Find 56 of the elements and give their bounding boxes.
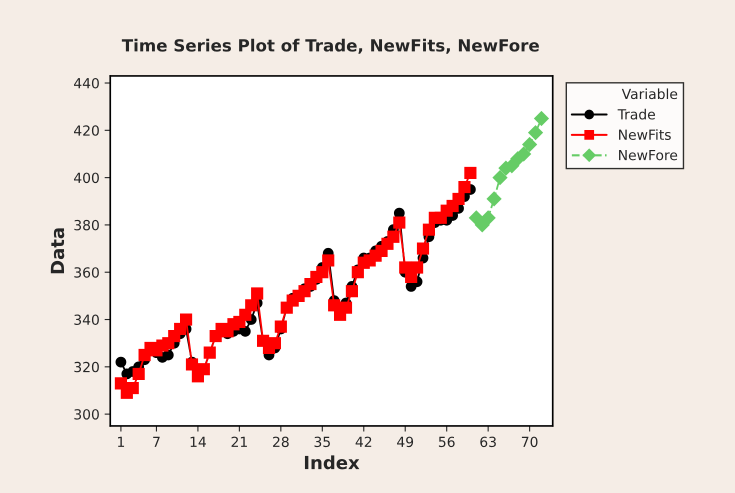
y-tick-label: 360 xyxy=(74,267,99,278)
point xyxy=(132,368,145,380)
point xyxy=(458,181,471,194)
point xyxy=(516,146,532,162)
x-tick-label: 7 xyxy=(153,436,160,447)
point xyxy=(245,299,258,312)
x-tick-label: 42 xyxy=(356,436,372,447)
y-tick-label: 340 xyxy=(74,314,99,325)
x-tick-label: 1 xyxy=(118,436,124,447)
point xyxy=(322,254,334,266)
point xyxy=(492,170,508,186)
point xyxy=(486,192,502,206)
y-tick-label: 400 xyxy=(74,172,99,184)
legend-label: NewFits xyxy=(619,129,671,140)
y-axis-title: Data xyxy=(50,228,64,274)
x-tick-label: 49 xyxy=(397,436,414,448)
legend-label: Trade xyxy=(618,108,655,120)
point xyxy=(522,137,538,152)
point xyxy=(162,350,174,360)
point xyxy=(534,111,549,126)
point xyxy=(126,382,139,394)
point xyxy=(180,313,192,326)
point xyxy=(464,166,476,179)
point xyxy=(251,287,264,300)
point xyxy=(316,266,328,278)
point xyxy=(116,356,126,368)
y-tick-label: 380 xyxy=(74,220,99,230)
legend-title: Variable xyxy=(622,88,678,100)
x-tick-label: 56 xyxy=(438,436,455,448)
point xyxy=(416,242,430,255)
point xyxy=(240,326,251,337)
point xyxy=(411,261,424,274)
x-tick-label: 63 xyxy=(480,436,496,448)
point xyxy=(346,285,358,298)
point xyxy=(274,320,287,333)
x-tick-label: 21 xyxy=(232,436,247,447)
x-tick-label: 28 xyxy=(273,436,289,448)
point xyxy=(340,302,352,314)
point xyxy=(268,337,281,350)
point xyxy=(528,125,543,140)
point xyxy=(480,210,496,226)
x-axis-title: Index xyxy=(304,455,360,470)
point xyxy=(387,230,400,243)
y-tick-label: 420 xyxy=(74,125,99,136)
x-tick-label: 70 xyxy=(522,436,538,448)
point xyxy=(393,216,406,229)
chart-title: Time Series Plot of Trade, NewFits, NewFore xyxy=(122,38,539,54)
y-tick-label: 440 xyxy=(74,78,99,88)
y-tick-label: 320 xyxy=(74,362,99,372)
x-tick-label: 14 xyxy=(190,436,206,447)
point xyxy=(422,224,435,236)
point xyxy=(452,192,465,205)
x-tick-label: 35 xyxy=(314,436,330,448)
point xyxy=(186,358,198,371)
legend-label: NewFore xyxy=(619,150,678,160)
y-tick-label: 300 xyxy=(74,409,99,420)
